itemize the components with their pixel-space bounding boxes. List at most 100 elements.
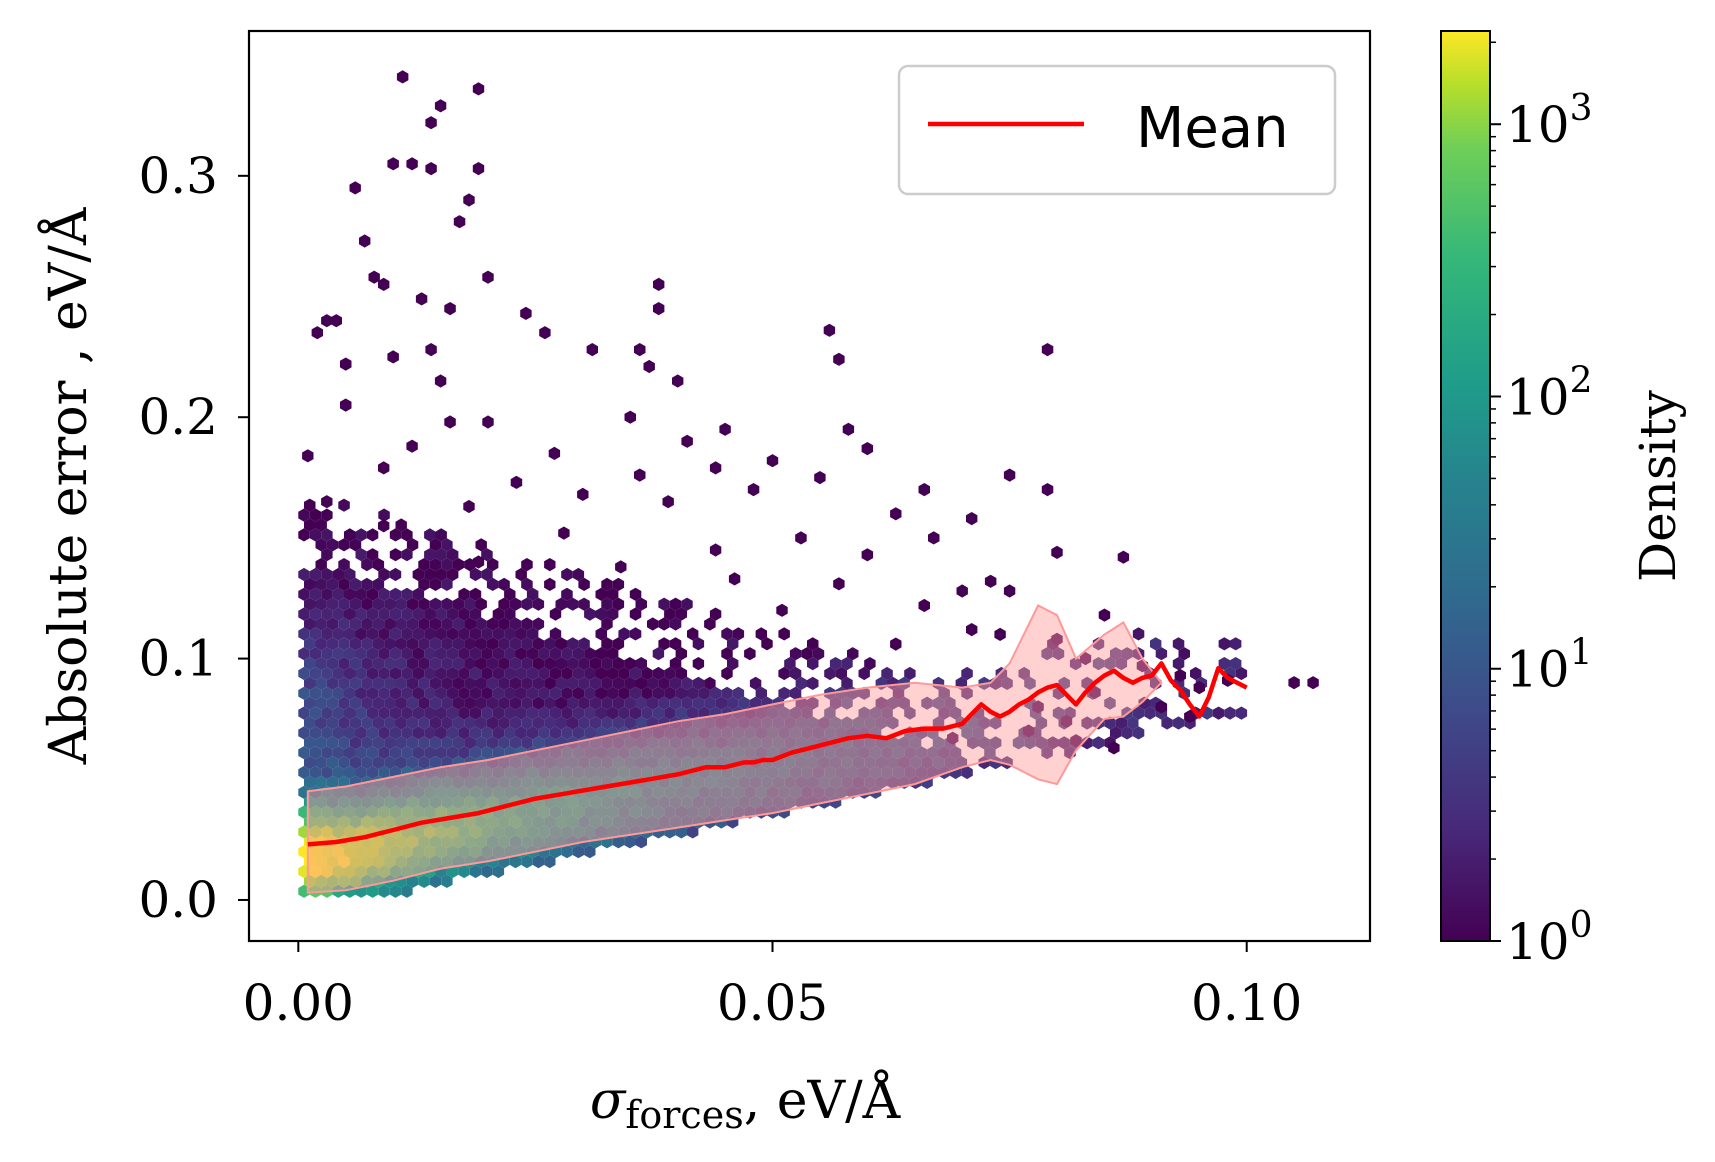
hexbin-cell [515,765,527,780]
hexbin-cell [738,696,750,710]
hexbin-cell [321,726,333,740]
hexbin-cell [344,686,356,700]
hexbin-outlier [1032,700,1044,714]
hexbin-cell [704,736,716,750]
hexbin-cell [601,736,613,750]
hexbin-cell [338,657,350,671]
hexbin-cell [704,795,716,809]
hexbin-outlier [510,475,523,489]
hexbin-cell [567,597,579,611]
hexbin-cell [464,558,476,572]
hexbin-cell [424,627,436,641]
hexbin-cell [424,686,436,700]
hexbin-cell [486,736,499,750]
hexbin-cell [441,874,453,888]
hexbin-cell [887,716,899,730]
hexbin-cell [1047,736,1059,750]
hexbin-cell [326,855,339,869]
hexbin-cell [401,884,413,898]
hexbin-outlier [396,70,409,84]
hexbin-cell [618,686,630,700]
hexbin-cell [389,567,402,582]
hexbin-cell [578,657,590,671]
hexbin-cell [1092,736,1105,750]
hexbin-cell [361,795,373,809]
hexbin-cell [664,686,676,700]
hexbin-cell [372,716,385,730]
hexbin-cell [321,686,333,700]
hexbin-cell [624,657,636,671]
hexbin-cell [452,617,465,631]
hexbin-cell [349,538,362,552]
hexbin-cell [332,765,344,780]
hexbin-cell [401,845,413,859]
hexbin-cell [446,686,459,700]
hexbin-cell [389,706,402,720]
hexbin-cell [304,577,316,591]
hexbin-cell [355,726,367,740]
hexbin-cell [401,548,413,562]
hexbin-cell [692,657,705,671]
hexbin-cell [578,577,590,591]
hexbin-cell [652,706,665,720]
hexbin-cell [835,726,847,740]
hexbin-cell [687,686,699,700]
hexbin-cell [481,548,493,562]
hexbin-cell [532,676,545,690]
hexbin-cell [538,726,550,740]
hexbin-cell [338,577,350,591]
hexbin-outlier [1070,734,1082,748]
hexbin-cell [355,666,367,681]
hexbin-outlier [1098,608,1111,622]
hexbin-cell [366,864,379,879]
hexbin-cell [647,617,659,631]
hexbin-cell [732,805,745,819]
hexbin-outlier [406,157,418,171]
hexbin-cell [961,686,973,700]
hexbin-cell [675,666,687,681]
hexbin-cell [658,795,670,809]
hexbin-cell [641,746,653,760]
hexbin-outlier [984,574,997,588]
hexbin-cell [344,647,356,661]
hexbin-cell [361,637,373,651]
hexbin-cell [332,746,344,760]
hexbin-cell [989,736,1002,750]
hexbin-cell [321,805,333,819]
hexbin-cell [624,835,636,849]
hexbin-cell [572,726,585,740]
hexbin-cell [401,746,413,760]
hexbin-cell [481,765,493,780]
hexbin-cell [778,627,790,641]
hexbin-cell [486,558,499,572]
hexbin-cell [492,627,505,641]
hexbin-cell [521,756,533,770]
hexbin-cell [989,756,1002,770]
hexbin-cell [406,756,419,770]
hexbin-cell [309,825,322,839]
hexbin-cell [469,627,482,641]
hexbin-cell [378,706,390,720]
hexbin-cell [326,874,339,888]
hexbin-cell [401,706,413,720]
hexbin-cell [801,647,813,661]
hexbin-cell [441,855,453,869]
hexbin-cell [949,746,962,760]
hexbin-cell [801,706,813,720]
hexbin-outlier [311,326,323,340]
hexbin-cell [789,647,802,661]
hexbin-cell [601,815,613,829]
hexbin-cell [401,627,413,641]
hexbin-cell [858,765,870,780]
hexbin-cell [824,726,836,740]
hexbin-cell [589,676,602,690]
hexbin-cell [601,676,613,690]
hexbin-cell [544,835,556,849]
hexbin-cell [395,518,407,532]
hexbin-cell [721,647,733,661]
hexbin-cell [452,736,465,750]
hexbin-cell [338,736,350,750]
hexbin-cell [435,627,447,641]
hexbin-outlier [472,82,485,96]
hexbin-cell [944,696,956,710]
